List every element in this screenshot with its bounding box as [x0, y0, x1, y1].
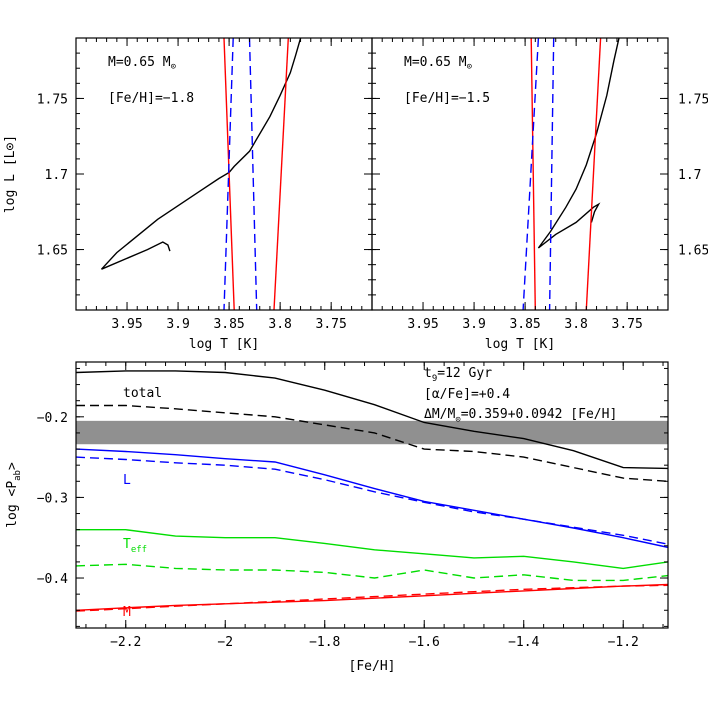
bottom-ylabel: log <Pab> — [5, 462, 23, 528]
panel-top-right-series — [522, 38, 620, 310]
xtick-label-b-5: −1.2 — [608, 635, 639, 650]
series-label-teff: Teff — [123, 537, 147, 555]
xtick-label-tr-4: 3.75 — [612, 317, 643, 332]
xtick-label-b-0: −2.2 — [110, 635, 141, 650]
series-line-tr-2 — [585, 38, 602, 310]
series-line-b-3 — [76, 456, 668, 545]
xtick-label-tl-2: 3.85 — [213, 317, 244, 332]
xtick-label-tl-1: 3.9 — [166, 317, 189, 332]
panel-top-left-series — [100, 38, 302, 310]
panel-top-right-ticks: 3.95 3.9 3.85 3.8 3.75 1.65 1.7 1.75 — [371, 37, 708, 332]
ytick-label-tl-0: 1.65 — [37, 244, 68, 259]
xtick-label-tr-2: 3.85 — [509, 317, 540, 332]
ytick-label-tl-1: 1.7 — [45, 168, 68, 183]
panel-bottom-frame — [75, 361, 669, 629]
series-line-b-5 — [76, 563, 668, 582]
ytick-label-tl-2: 1.75 — [37, 92, 68, 107]
xtick-label-b-3: −1.6 — [409, 635, 440, 650]
xtick-label-tr-1: 3.9 — [462, 317, 485, 332]
series-line-tl-0 — [100, 38, 302, 270]
xtick-label-b-1: −2 — [217, 635, 233, 650]
bottom-alpha-label: [α/Fe]=+0.4 — [424, 387, 510, 402]
xtick-label-tr-0: 3.95 — [407, 317, 438, 332]
ytick-label-tr-1: 1.7 — [678, 168, 701, 183]
series-line-b-4 — [76, 529, 668, 570]
panel-bottom-ticks: −2.2 −2 −1.8 −1.6 −1.4 −1.2 −0.2 −0.3 −0.4 — [37, 362, 668, 650]
series-line-tl-1 — [223, 38, 235, 310]
ytick-label-b-1: −0.3 — [37, 491, 68, 506]
series-line-b-2 — [76, 448, 668, 549]
ytick-label-b-0: −0.2 — [37, 411, 68, 426]
panel-top-left: 3.95 3.9 3.85 3.8 3.751.651.71.75 M=0.65 M⊙ … — [3, 37, 373, 352]
xtick-label-b-2: −1.8 — [309, 635, 340, 650]
series-label-M: M — [123, 605, 131, 620]
series-label-L: L — [123, 473, 131, 488]
series-label-total: total — [123, 386, 162, 401]
series-line-tl-2 — [273, 38, 289, 310]
panel-top-right: 3.95 3.9 3.85 3.8 3.751.651.71.75 M=0.65 M⊙ … — [371, 37, 708, 352]
bottom-mass-relation-label: ΔM/M⊙=0.359+0.0942 [Fe/H] — [424, 407, 617, 425]
series-line-tr-1 — [530, 38, 536, 310]
panel-bottom: −2.2 −2 −1.8 −1.6 −1.4 −1.2 −0.2 −0.3 −0.4 t9=12… — [5, 361, 669, 674]
panel-top-left-ticks: 3.95 3.9 3.85 3.8 3.75 1.65 1.7 1.75 — [37, 37, 373, 332]
series-line-tr-4 — [548, 38, 555, 310]
series-line-b-7 — [76, 584, 668, 612]
series-line-tl-3 — [223, 38, 234, 310]
panel-bottom-series — [76, 370, 668, 612]
tl-ylabel: log L [L⊙] — [3, 135, 18, 213]
xtick-label-tl-3: 3.8 — [268, 317, 291, 332]
bottom-xlabel: [Fe/H] — [349, 659, 396, 674]
bottom-age-label: t9=12 Gyr — [424, 366, 492, 384]
tl-mass-label: M=0.65 M⊙ — [108, 55, 176, 72]
series-line-b-0 — [76, 370, 668, 470]
xtick-label-tl-0: 3.95 — [111, 317, 142, 332]
series-line-tl-4 — [248, 38, 258, 310]
tl-feh-label: [Fe/H]=−1.8 — [108, 91, 194, 106]
ytick-label-tr-2: 1.75 — [678, 92, 708, 107]
series-line-tr-3 — [522, 38, 540, 310]
panel-top-left-frame — [75, 37, 373, 311]
series-line-b-6 — [76, 583, 668, 611]
ytick-label-tr-0: 1.65 — [678, 244, 708, 259]
xtick-label-b-4: −1.4 — [508, 635, 539, 650]
tr-mass-label: M=0.65 M⊙ — [404, 55, 472, 72]
xtick-label-tl-4: 3.75 — [316, 317, 347, 332]
tr-xlabel: log T [K] — [485, 337, 555, 352]
series-line-b-1 — [76, 404, 668, 482]
tl-xlabel: log T [K] — [189, 337, 259, 352]
panel-top-right-frame — [371, 37, 669, 311]
tr-feh-label: [Fe/H]=−1.5 — [404, 91, 490, 106]
ytick-label-b-2: −0.4 — [37, 572, 68, 587]
xtick-label-tr-3: 3.8 — [564, 317, 587, 332]
series-line-tr-0 — [537, 38, 620, 249]
